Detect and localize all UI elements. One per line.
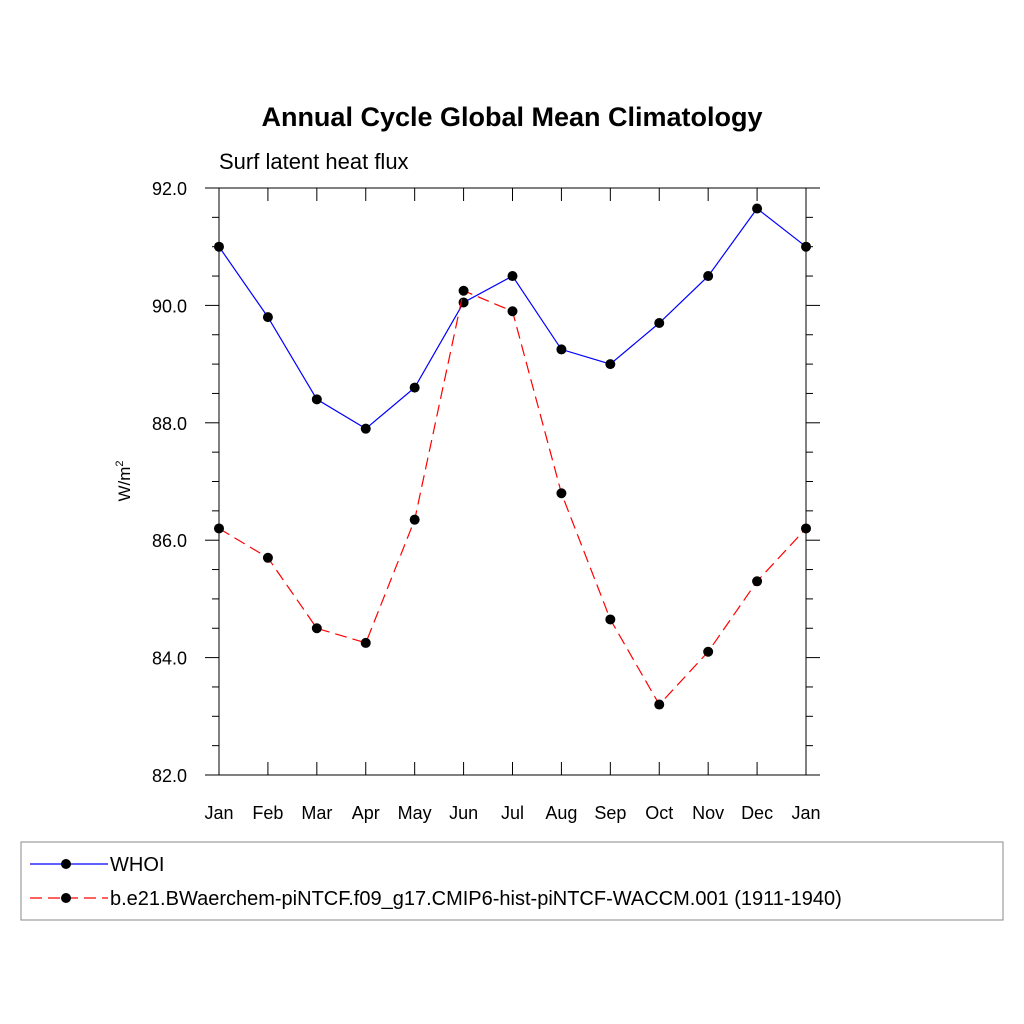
axes: [205, 187, 820, 776]
y-axis-label: W/m2: [114, 460, 134, 501]
legend-entries: WHOI b.e21.BWaerchem-piNTCF.f09_g17.CMIP6…: [30, 854, 842, 910]
series-2-point: [507, 306, 518, 317]
series-1-point: [654, 318, 665, 329]
series-line-1: [218, 207, 807, 430]
y-axis-label-base: W/m: [115, 467, 134, 502]
x-tick-label: May: [398, 803, 432, 823]
series-1-point: [703, 271, 714, 282]
series-2-point: [801, 523, 811, 534]
x-tick-label: Sep: [594, 803, 626, 823]
series-1-point: [556, 344, 567, 355]
series-2-point: [311, 623, 322, 634]
x-tick-label: Jul: [501, 803, 524, 823]
legend-label-1: WHOI: [110, 854, 164, 876]
y-tick-label: 84.0: [152, 649, 187, 669]
legend: WHOI b.e21.BWaerchem-piNTCF.f09_g17.CMIP6…: [20, 841, 1004, 921]
legend-marker-1: [61, 859, 71, 869]
x-tick-label: Apr: [352, 803, 380, 823]
legend-marker-2: [61, 893, 71, 903]
series-2-point: [458, 285, 469, 296]
tick-labels: Jan Feb Mar Apr May Jun Jul Aug Sep Oct Nov Dec Jan 8…: [152, 179, 821, 823]
series-2-point: [752, 576, 763, 587]
legend-label-2: b.e21.BWaerchem-piNTCF.f09_g17.CMIP6-his…: [110, 888, 842, 910]
series-line-2: [218, 289, 807, 706]
series-2-point: [214, 523, 224, 534]
series-1-point: [311, 394, 322, 405]
series-1-point: [605, 359, 616, 370]
series-1-point: [214, 241, 224, 252]
y-tick-label: 82.0: [152, 766, 187, 786]
chart-subtitle: Surf latent heat flux: [219, 149, 409, 174]
series-2-point: [556, 488, 567, 499]
y-tick-label: 92.0: [152, 179, 187, 199]
x-tick-label: Feb: [252, 803, 283, 823]
y-axis-label-superscript: 2: [114, 460, 126, 466]
series-1-point: [409, 382, 420, 393]
y-tick-label: 90.0: [152, 296, 187, 316]
legend-box: [20, 841, 1004, 921]
x-tick-label: Jan: [791, 803, 820, 823]
series-2-point: [262, 552, 273, 563]
y-tick-label: 88.0: [152, 414, 187, 434]
series-1-point: [360, 423, 371, 434]
x-tick-label: Oct: [645, 803, 673, 823]
series-layer: [214, 203, 811, 710]
x-tick-label: Aug: [545, 803, 577, 823]
series-2-point: [605, 614, 616, 625]
series-1-point: [752, 203, 763, 214]
y-tick-label: 86.0: [152, 531, 187, 551]
series-1-point: [262, 312, 273, 323]
x-tick-label: Nov: [692, 803, 724, 823]
series-2-point: [409, 514, 420, 525]
series-2-point: [654, 699, 665, 710]
chart-title: Annual Cycle Global Mean Climatology: [261, 102, 762, 132]
x-tick-label: Mar: [301, 803, 332, 823]
series-2-point: [360, 637, 371, 648]
series-1-point: [507, 271, 518, 282]
x-tick-label: Jun: [449, 803, 478, 823]
x-tick-label: Jan: [204, 803, 233, 823]
series-2-point: [703, 646, 714, 657]
x-tick-label: Dec: [741, 803, 773, 823]
series-1-point: [801, 241, 811, 252]
